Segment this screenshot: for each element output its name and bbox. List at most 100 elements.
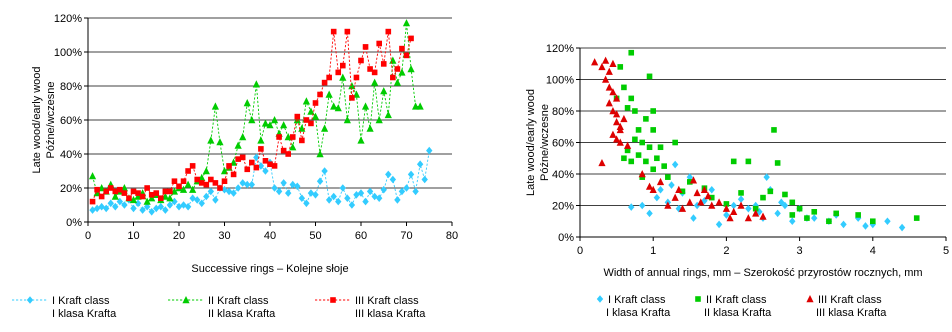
data-point (348, 82, 356, 90)
data-point (280, 179, 287, 187)
data-point (303, 117, 310, 123)
data-point (617, 64, 624, 70)
data-point (253, 164, 260, 171)
data-point (271, 184, 278, 192)
data-point (270, 116, 279, 124)
data-point (353, 74, 360, 81)
y-axis-title: Późne/wczesne (45, 81, 57, 158)
data-point (616, 138, 624, 146)
data-point (211, 102, 219, 110)
data-point (298, 124, 306, 132)
data-point (98, 193, 105, 200)
data-point (262, 158, 269, 164)
data-point (179, 185, 188, 193)
data-point (139, 193, 146, 200)
data-point (690, 214, 697, 222)
data-point (605, 67, 613, 75)
data-point (175, 202, 183, 211)
data-point (302, 97, 310, 105)
legend-marker (596, 295, 604, 303)
data-point (869, 220, 876, 229)
data-point (340, 62, 346, 69)
data-point (708, 185, 715, 194)
data-point (771, 127, 777, 133)
legend-marker (695, 296, 701, 302)
data-point (185, 168, 191, 174)
data-point (362, 197, 369, 206)
data-point (913, 215, 920, 221)
data-point (275, 187, 283, 196)
legend-label-secondary: I klasa Krafta (52, 308, 117, 320)
data-point (148, 208, 155, 216)
data-point (335, 197, 342, 206)
data-point (760, 194, 766, 201)
data-point (380, 61, 387, 67)
data-point (130, 188, 137, 195)
data-point (778, 198, 785, 207)
data-point (412, 102, 420, 110)
data-point (139, 206, 146, 214)
data-point (289, 134, 296, 140)
data-point (665, 174, 671, 180)
data-point (89, 206, 96, 214)
y-tick-label: 40% (552, 169, 574, 181)
data-point (730, 201, 737, 210)
data-point (311, 112, 320, 120)
legend-label: I Kraft class (52, 295, 110, 307)
data-point (623, 141, 632, 149)
data-point (167, 188, 173, 195)
legend-label: III Kraft class (818, 294, 882, 306)
series-line (92, 23, 421, 203)
data-point (704, 192, 712, 200)
data-point (679, 188, 686, 195)
data-point (166, 201, 174, 209)
data-point (385, 28, 392, 35)
data-point (738, 190, 744, 196)
data-point (189, 163, 196, 169)
data-point (103, 204, 110, 213)
data-point (308, 120, 314, 127)
data-point (344, 28, 351, 35)
data-point (194, 176, 200, 183)
data-point (394, 66, 401, 72)
data-point (235, 156, 241, 162)
legend-marker (330, 297, 336, 303)
y-tick-label: 100% (54, 47, 82, 59)
data-point (276, 134, 282, 140)
data-point (661, 163, 667, 169)
data-point (389, 175, 397, 184)
data-point (656, 177, 665, 186)
data-point (675, 204, 683, 213)
data-point (416, 102, 424, 110)
data-point (616, 122, 624, 130)
y-tick-label: 80% (60, 81, 82, 93)
data-point (348, 201, 356, 209)
data-point (668, 181, 675, 189)
data-point (621, 84, 627, 91)
data-point (357, 189, 365, 197)
data-point (117, 186, 123, 193)
data-point (653, 193, 661, 202)
data-point (675, 185, 683, 193)
data-point (756, 208, 763, 216)
data-point (207, 187, 215, 196)
data-point (730, 207, 738, 215)
data-point (730, 158, 737, 165)
data-point (134, 199, 142, 208)
x-tick-label: 2 (723, 245, 729, 257)
data-point (671, 193, 679, 201)
series-1 (89, 146, 433, 216)
data-point (107, 199, 114, 208)
data-point (700, 185, 709, 193)
x-tick-label: 0 (577, 245, 583, 257)
data-point (285, 189, 292, 197)
data-point (763, 173, 770, 181)
data-point (393, 78, 401, 86)
data-point (257, 136, 265, 144)
data-point (390, 74, 396, 81)
data-point (898, 223, 906, 232)
data-point (789, 217, 796, 226)
